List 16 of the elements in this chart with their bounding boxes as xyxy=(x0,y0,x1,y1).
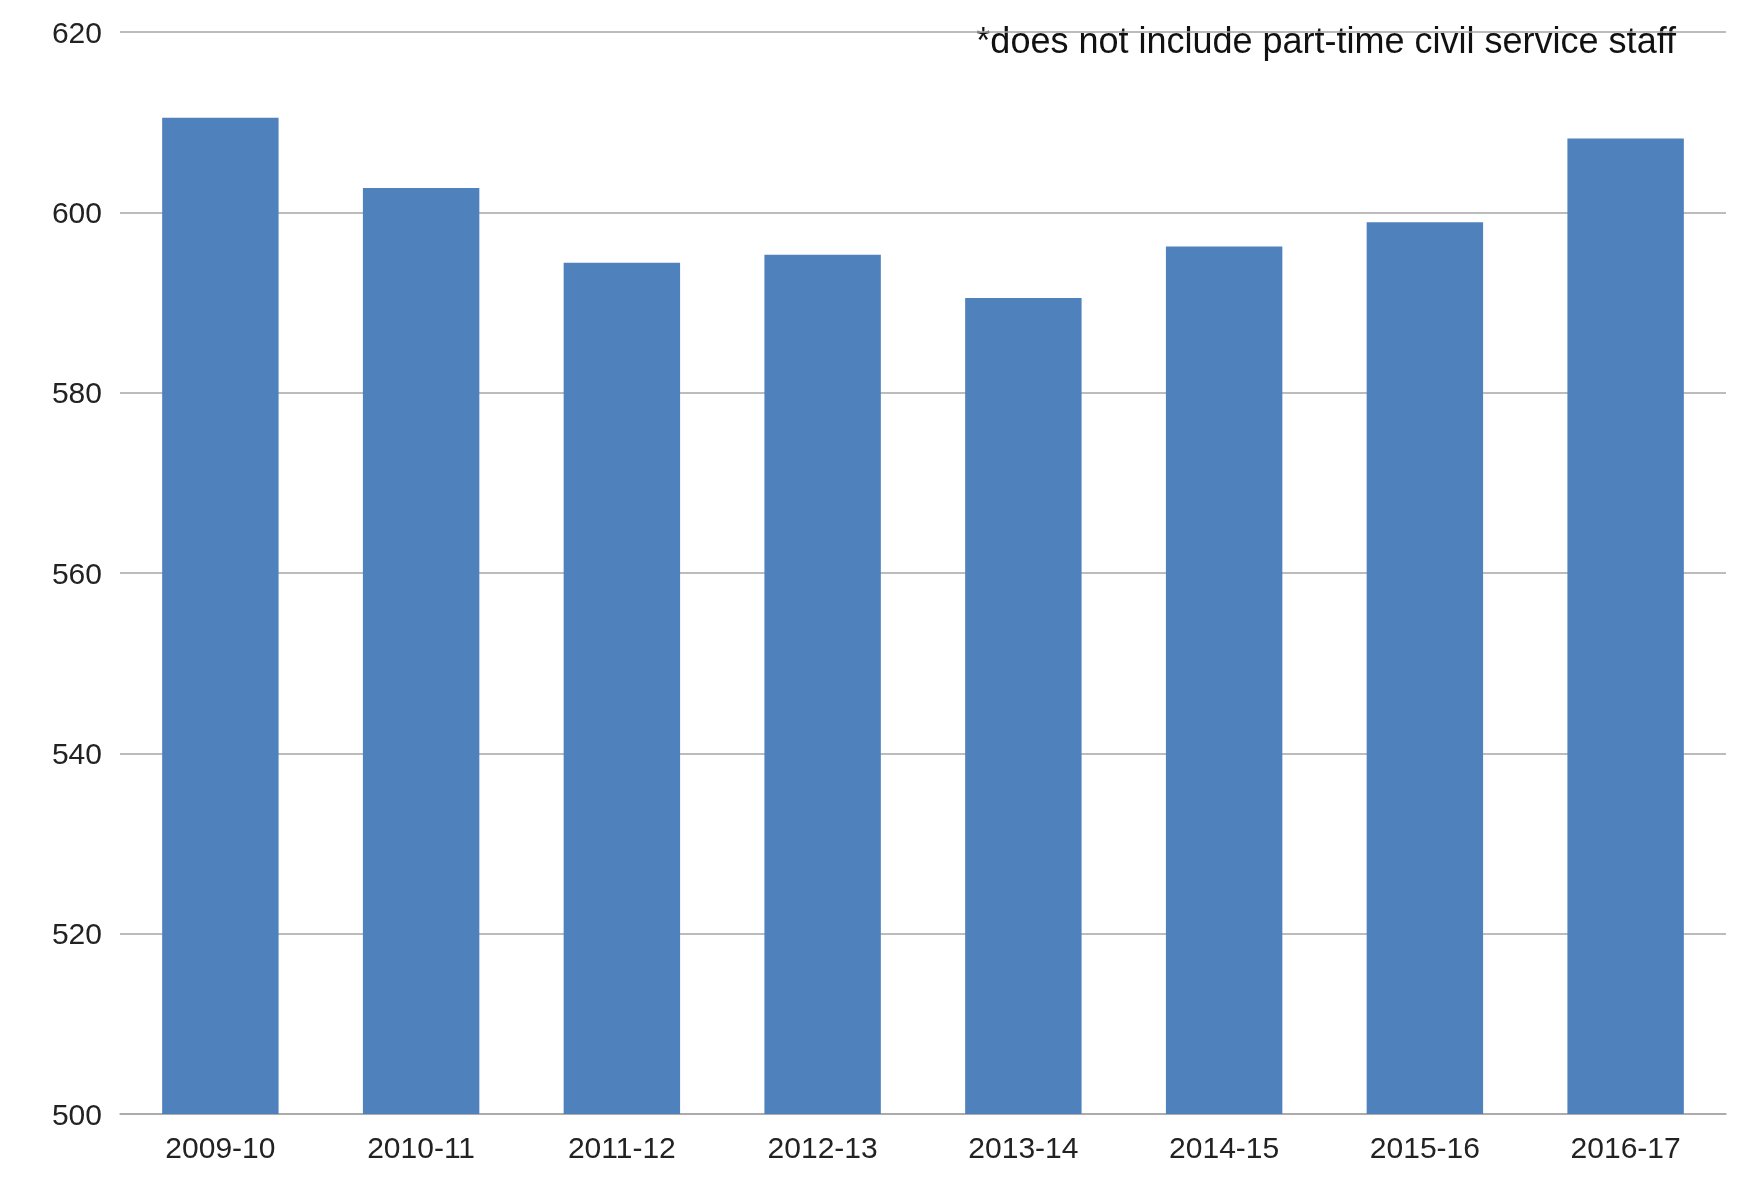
x-tick-label: 2016-17 xyxy=(1570,1130,1681,1164)
x-tick-label: 2013-14 xyxy=(968,1130,1079,1164)
y-tick-label: 560 xyxy=(51,556,102,590)
y-tick-label: 620 xyxy=(51,15,102,49)
x-tick-label: 2014-15 xyxy=(1169,1130,1280,1164)
y-tick-label: 540 xyxy=(51,736,102,770)
annotation: *does not include part-time civil service staff xyxy=(976,19,1677,61)
y-tick-label: 580 xyxy=(51,376,102,410)
y-tick-label: 520 xyxy=(51,917,102,951)
x-tick-label: 2012-13 xyxy=(767,1130,878,1164)
y-tick-label: 500 xyxy=(51,1097,102,1131)
x-tick-label: 2011-12 xyxy=(567,1130,676,1164)
x-tick-label: 2009-10 xyxy=(165,1130,276,1164)
x-tick-label: 2015-16 xyxy=(1369,1130,1480,1164)
x-tick-label: 2010-11 xyxy=(367,1130,476,1164)
y-tick-label: 600 xyxy=(51,195,102,229)
